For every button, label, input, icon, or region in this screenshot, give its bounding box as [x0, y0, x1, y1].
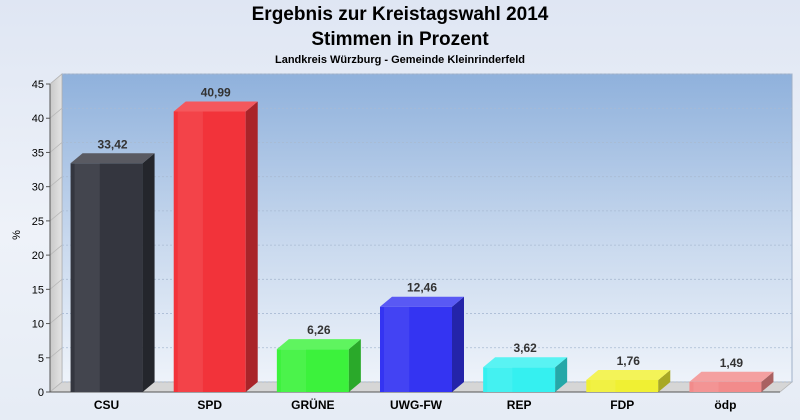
y-tick-label: 35 — [32, 147, 44, 159]
bar-front — [380, 306, 452, 392]
y-tick-label: 40 — [32, 113, 44, 125]
bars — [70, 101, 774, 392]
bar — [586, 369, 671, 392]
y-tick-label: 15 — [32, 284, 44, 296]
grid-line-side — [49, 210, 63, 222]
bar-top — [483, 357, 568, 368]
grid-line-side — [49, 73, 63, 85]
x-tick-label: GRÜNE — [291, 397, 334, 412]
y-tick-label: 25 — [32, 216, 44, 228]
bar-highlight — [177, 111, 203, 392]
y-tick-label: 5 — [38, 353, 44, 365]
chart-title: Ergebnis zur Kreistagswahl 2014 — [251, 4, 549, 25]
y-tick-label: 20 — [32, 250, 44, 262]
bar-value-label: 6,26 — [307, 323, 331, 337]
x-tick-label: CSU — [94, 398, 119, 412]
x-tick-label: FDP — [610, 398, 634, 412]
bar-top — [70, 153, 155, 164]
plot-side-wall — [49, 73, 63, 393]
bar-side — [658, 369, 671, 392]
bar-value-label: 3,62 — [513, 341, 537, 355]
bar — [276, 339, 361, 392]
x-tick-label: REP — [507, 398, 532, 412]
y-axis-label: % — [11, 230, 23, 240]
bar-top — [276, 339, 361, 350]
bar-highlight — [384, 306, 410, 392]
bar — [173, 101, 258, 392]
bar — [483, 357, 568, 392]
grid-line-side — [49, 279, 63, 290]
bar-side — [555, 357, 568, 392]
bar-highlight — [74, 163, 100, 392]
bar-highlight — [693, 381, 719, 392]
y-tick-label: 30 — [32, 182, 44, 194]
bar-value-label: 1,49 — [720, 356, 744, 370]
y-tick-label: 45 — [32, 79, 44, 91]
grid-line-side — [49, 347, 63, 359]
grid-line-side — [49, 244, 63, 256]
grid-line-side — [49, 107, 63, 119]
bar-value-label: 1,76 — [617, 354, 641, 368]
bar-front — [689, 381, 762, 392]
bar-front — [276, 349, 349, 392]
y-tick-label: 10 — [32, 319, 44, 331]
bar-top — [689, 371, 774, 382]
x-tick-label: ödp — [714, 398, 736, 412]
bar — [689, 371, 774, 392]
bar-highlight — [590, 379, 616, 392]
bar-front — [483, 367, 556, 392]
x-tick-label: UWG-FW — [390, 398, 443, 412]
grid-line-side — [49, 381, 63, 393]
grid-line-side — [49, 313, 63, 324]
bar-highlight — [280, 349, 307, 392]
x-tick-label: SPD — [197, 398, 222, 412]
chart-caption: Landkreis Würzburg - Gemeinde Kleinrinde… — [275, 54, 525, 66]
bar-side — [348, 339, 361, 392]
bar-side — [142, 153, 155, 392]
bar-top — [173, 101, 258, 112]
bar-highlight — [487, 367, 513, 392]
bar-front — [173, 111, 246, 392]
bar-value-label: 12,46 — [407, 281, 437, 295]
y-tick-label: 0 — [38, 387, 44, 399]
bar-top — [586, 369, 671, 380]
bar-side — [245, 101, 258, 392]
bar-side — [761, 371, 774, 392]
bar-top — [380, 296, 464, 307]
bar-front — [70, 163, 143, 392]
grid-line-side — [49, 142, 63, 153]
bar-front — [586, 379, 659, 392]
bar — [70, 153, 155, 392]
bar-value-label: 40,99 — [201, 85, 231, 99]
labels: 0 5 10 15 20 25 30 35 40 45 33,42 CSU 40,99 SPD 6,26 GR… — [32, 79, 744, 412]
grid-line-side — [49, 176, 63, 187]
bar-value-label: 33,42 — [98, 137, 128, 151]
chart-subtitle: Stimmen in Prozent — [311, 29, 489, 50]
bar-side — [452, 296, 464, 392]
bar — [380, 296, 464, 392]
